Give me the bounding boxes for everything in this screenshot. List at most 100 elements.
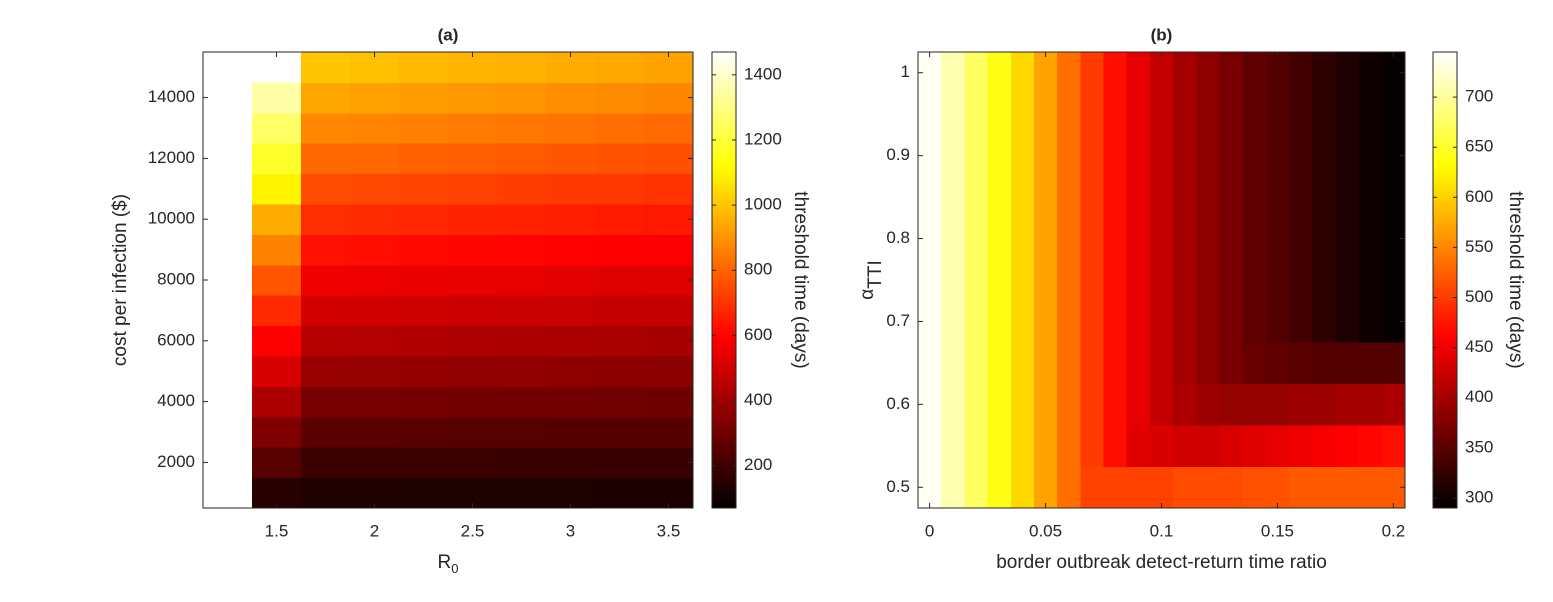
heatmap-cell <box>1057 93 1081 136</box>
heatmap-cell <box>1149 134 1174 177</box>
heatmap-cell <box>497 447 547 479</box>
heatmap-cell <box>1103 52 1128 94</box>
heatmap-cell <box>1265 217 1290 260</box>
heatmap-cell <box>1010 176 1035 219</box>
heatmap-cell <box>1196 425 1220 468</box>
heatmap-cell <box>1057 342 1081 385</box>
heatmap-cell <box>964 383 989 426</box>
heatmap-cell <box>399 416 449 448</box>
heatmap-cell <box>1335 342 1360 385</box>
heatmap-cell <box>301 356 351 387</box>
heatmap-cell <box>546 295 596 327</box>
colorbar-tick-label: 300 <box>1465 487 1493 506</box>
x-axis-label-main: R <box>438 552 452 573</box>
heatmap-cell <box>1335 217 1360 260</box>
heatmap-cell <box>918 93 942 136</box>
colorbar-tick-label: 1200 <box>744 129 782 148</box>
heatmap-cell <box>1196 259 1220 302</box>
heatmap-cell <box>941 342 965 385</box>
heatmap-cell <box>399 386 449 418</box>
heatmap-cell <box>252 82 302 114</box>
colorbar-tick-label: 1000 <box>744 195 782 214</box>
heatmap-cell <box>1196 52 1220 94</box>
heatmap-cell <box>301 52 351 83</box>
heatmap-cell <box>1080 93 1105 136</box>
heatmap-cell <box>1149 383 1174 426</box>
heatmap-cell <box>1312 93 1336 136</box>
heatmap-cell <box>1219 342 1244 385</box>
heatmap-cell <box>252 204 302 235</box>
heatmap-cell <box>301 325 351 357</box>
heatmap-cell <box>448 264 498 296</box>
heatmap-cell <box>1057 259 1081 302</box>
heatmap-cell <box>497 82 547 114</box>
heatmap-cell <box>1173 52 1197 94</box>
heatmap-cell <box>448 295 498 327</box>
heatmap-cell <box>1057 52 1081 94</box>
heatmap-cell <box>941 383 965 426</box>
heatmap-cell <box>399 234 449 266</box>
heatmap-cell <box>1312 466 1336 509</box>
heatmap-cell <box>644 234 694 266</box>
heatmap-cell <box>1265 93 1290 136</box>
x-tick-label: 0 <box>925 521 934 540</box>
heatmap-cell <box>1173 259 1197 302</box>
heatmap-cell <box>918 425 942 468</box>
heatmap-cell <box>399 143 449 175</box>
heatmap-cell <box>1126 52 1151 94</box>
heatmap-cell <box>918 259 942 302</box>
heatmap-cell <box>252 143 302 175</box>
heatmap-cell <box>350 112 400 144</box>
chart-title: (a) <box>438 25 459 44</box>
heatmap-cell <box>595 416 645 448</box>
heatmap-cell <box>1080 176 1105 219</box>
heatmap-cell <box>1358 134 1383 177</box>
heatmap-cell <box>1126 466 1151 509</box>
heatmap-cell <box>918 217 942 260</box>
heatmap-cell <box>497 295 547 327</box>
y-tick-label: 1 <box>901 62 910 81</box>
heatmap-cell <box>1196 217 1220 260</box>
heatmap <box>918 52 1406 509</box>
heatmap-cell <box>1381 383 1406 426</box>
heatmap-cell <box>644 112 694 144</box>
heatmap-cell <box>1381 342 1406 385</box>
heatmap-cell <box>1103 342 1128 385</box>
heatmap-cell <box>1010 259 1035 302</box>
heatmap-cell <box>399 112 449 144</box>
heatmap-cell <box>1126 342 1151 385</box>
heatmap-cell <box>987 93 1012 136</box>
heatmap-cell <box>399 356 449 387</box>
heatmap-cell <box>644 82 694 114</box>
heatmap-cell <box>1312 259 1336 302</box>
heatmap-cell <box>595 356 645 387</box>
heatmap-cell <box>1381 217 1406 260</box>
heatmap-cell <box>448 386 498 418</box>
heatmap-cell <box>252 295 302 327</box>
heatmap-cell <box>1126 93 1151 136</box>
heatmap-cell <box>1173 425 1197 468</box>
heatmap-cell <box>595 52 645 83</box>
heatmap-cell <box>1057 425 1081 468</box>
y-tick-label: 0.5 <box>886 477 910 496</box>
colorbar <box>1432 51 1458 509</box>
heatmap-cell <box>1196 383 1220 426</box>
heatmap-cell <box>1358 52 1383 94</box>
heatmap-cell <box>448 416 498 448</box>
heatmap-cell <box>1219 383 1244 426</box>
heatmap-cell <box>1312 134 1336 177</box>
heatmap-cell <box>644 143 694 175</box>
heatmap-cell <box>1358 425 1383 468</box>
heatmap-cell <box>1358 176 1383 219</box>
heatmap-cell <box>1335 176 1360 219</box>
heatmap-cell <box>1010 134 1035 177</box>
heatmap-cell <box>497 112 547 144</box>
heatmap-cell <box>595 447 645 479</box>
heatmap-cell <box>1010 217 1035 260</box>
heatmap-cell <box>497 52 547 83</box>
heatmap-cell <box>644 173 694 205</box>
heatmap-cell <box>1080 383 1105 426</box>
heatmap-cell <box>301 264 351 296</box>
heatmap-cell <box>964 342 989 385</box>
y-axis-label-main: cost per infection ($) <box>110 194 131 366</box>
